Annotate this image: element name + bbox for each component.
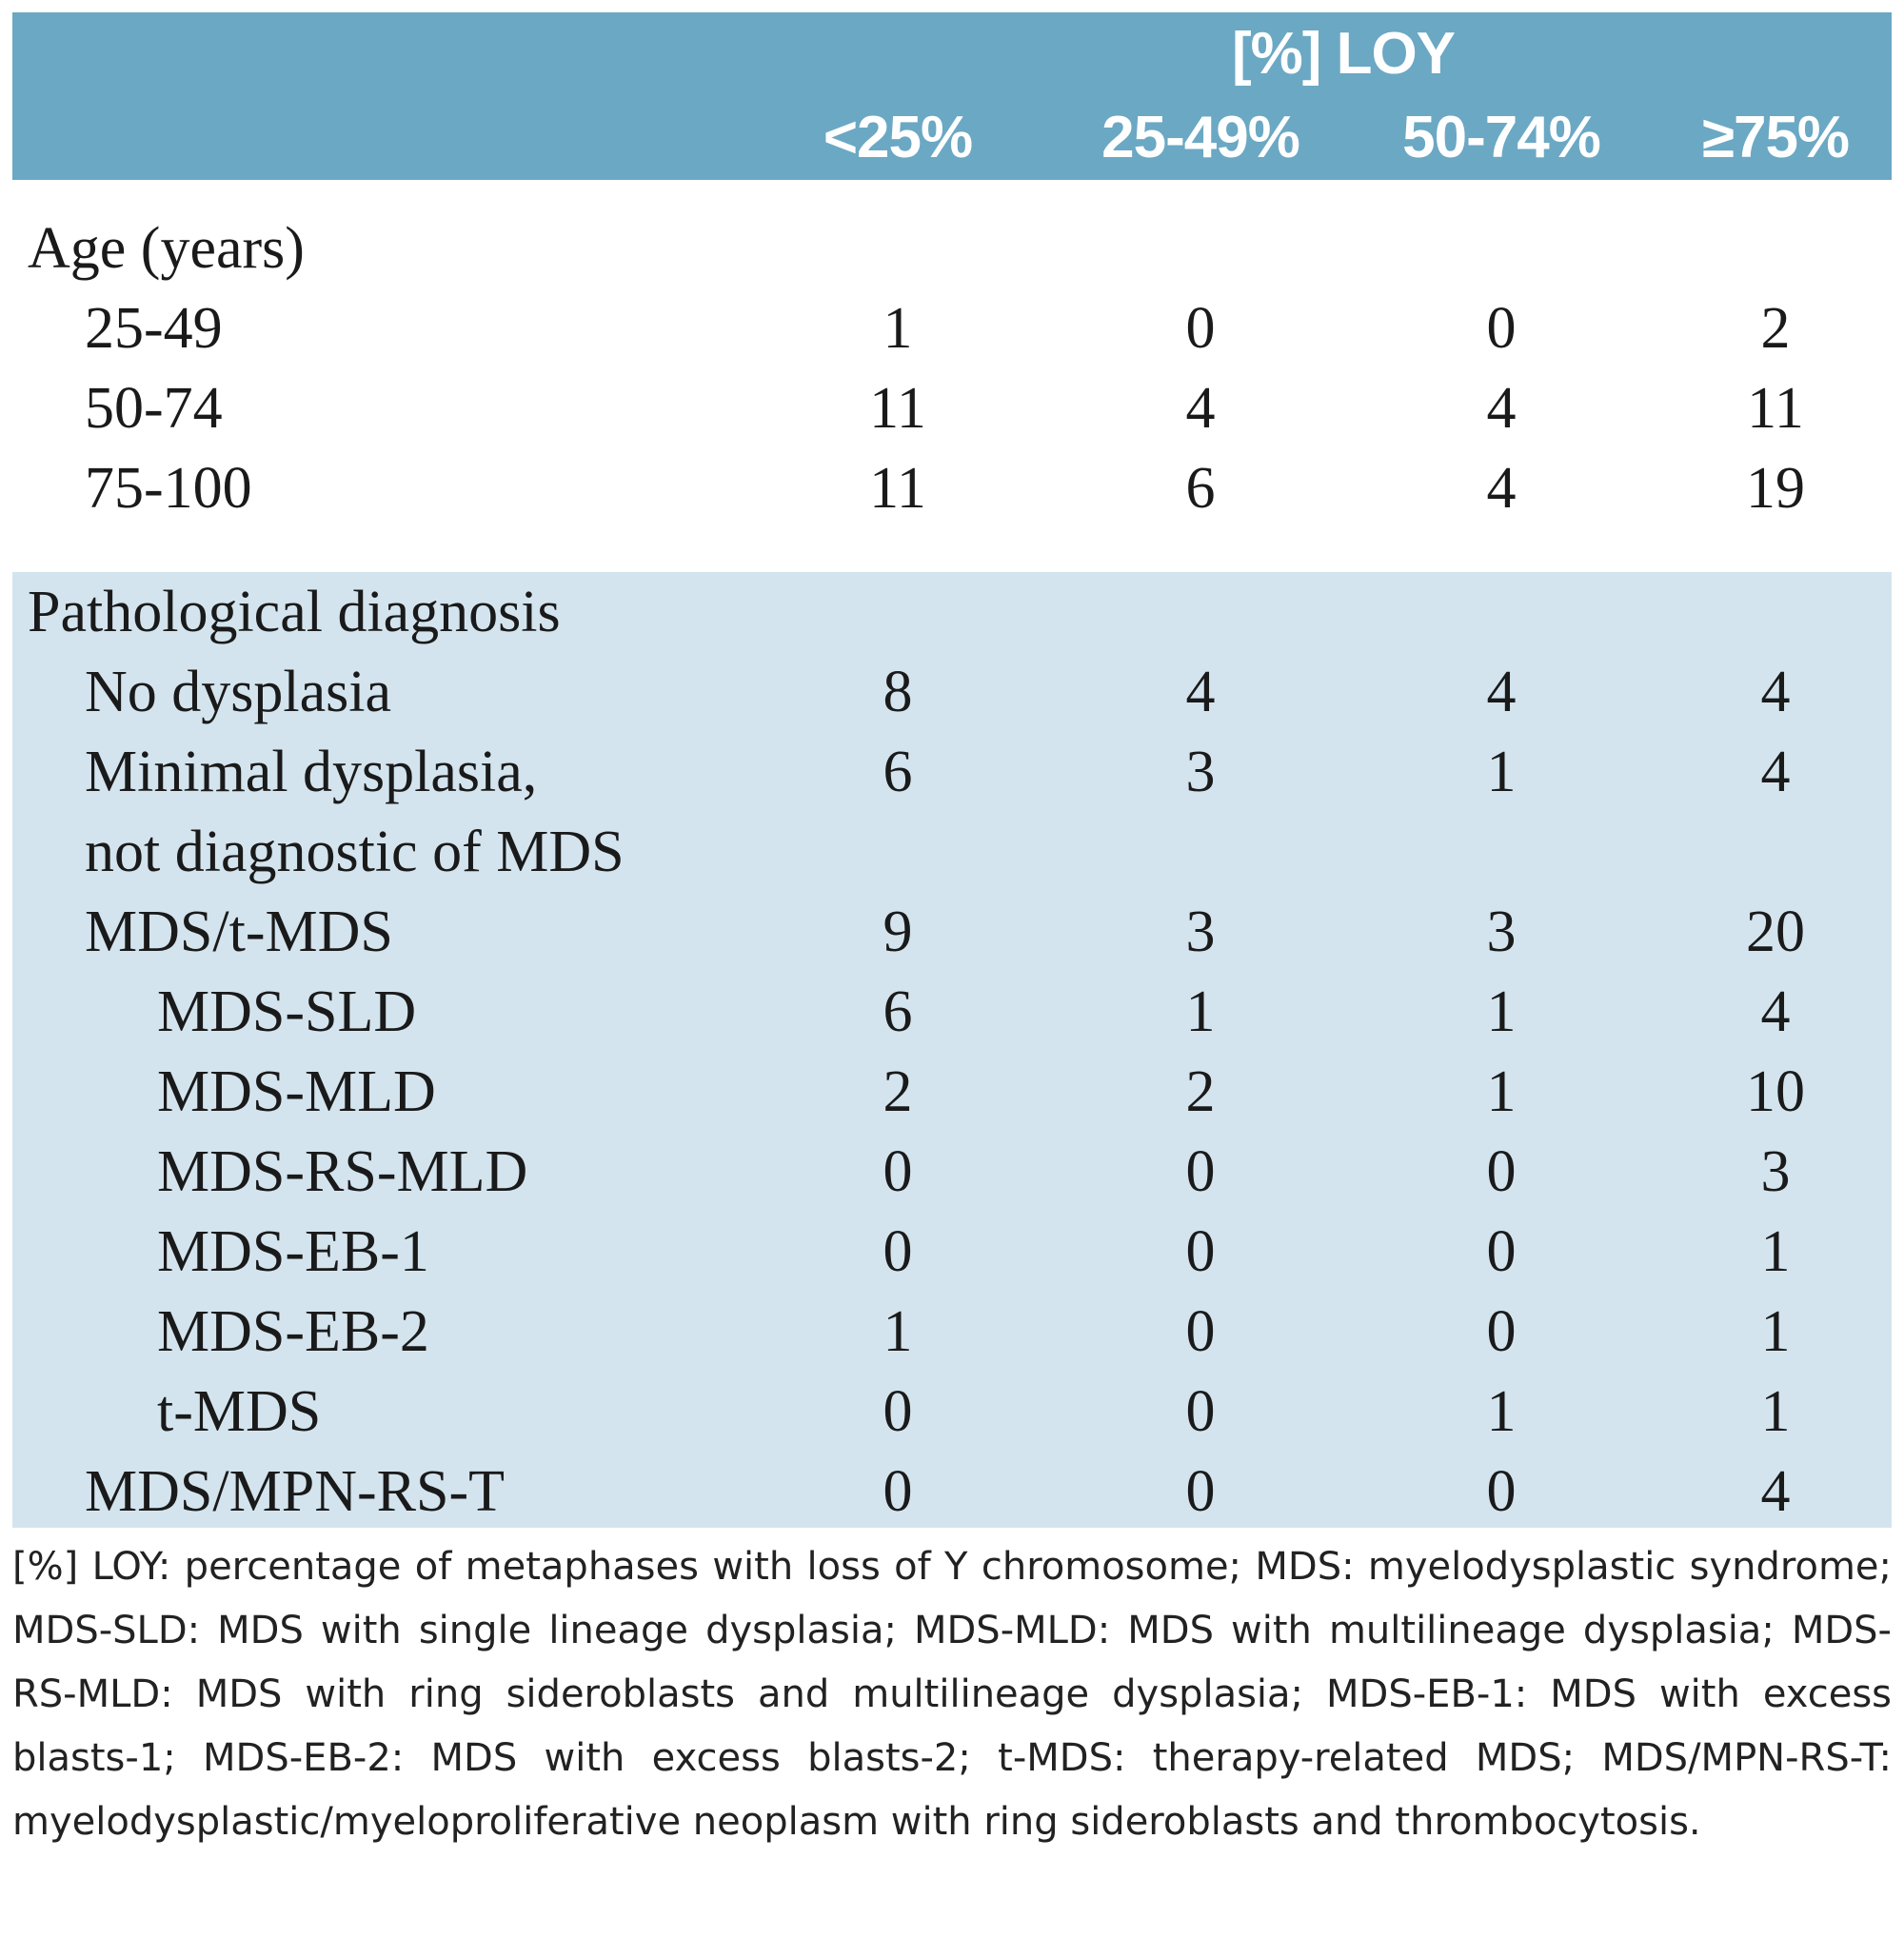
row-label: MDS-EB-1	[157, 1219, 429, 1284]
cell-value: 0	[1185, 296, 1216, 361]
table-footnote: [%] LOY: percentage of metaphases with l…	[12, 1545, 1892, 1844]
cell-value: 3	[1486, 900, 1517, 964]
age-section-title: Age (years)	[28, 216, 305, 281]
column-header-50-74: 50-74%	[1402, 105, 1601, 170]
loy-spanning-header: [%] LOY	[1231, 21, 1456, 87]
cell-value: 0	[1185, 1379, 1216, 1444]
row-label: t-MDS	[157, 1379, 322, 1444]
cell-value: 2	[1760, 296, 1791, 361]
cell-value: 1	[1760, 1299, 1791, 1364]
table-row: MDS/t-MDS 9 3 3 20	[12, 892, 1892, 972]
cell-value: 1	[1760, 1219, 1791, 1284]
cell-value: 1	[1486, 740, 1517, 804]
cell-value: 0	[1185, 1139, 1216, 1204]
row-label: Minimal dysplasia,	[85, 740, 538, 804]
table-row: MDS-RS-MLD 0 0 0 3	[12, 1132, 1892, 1212]
cell-value: 1	[1486, 1379, 1517, 1444]
cell-value: 0	[883, 1219, 913, 1284]
table-row: MDS/MPN-RS-T 0 0 0 4	[12, 1452, 1892, 1532]
cell-value: 0	[1185, 1219, 1216, 1284]
table-row: MDS-EB-2 1 0 0 1	[12, 1292, 1892, 1372]
loy-table: [%] LOY <25% 25-49% 50-74% ≥75% Age (yea…	[12, 12, 1892, 1844]
cell-value: 11	[869, 376, 926, 441]
row-label: MDS-RS-MLD	[157, 1139, 528, 1204]
cell-value: 4	[1760, 660, 1791, 724]
age-section: Age (years) 25-49 1 0 0 2 50-74 11 4 4 1…	[12, 180, 1892, 572]
cell-value: 1	[883, 1299, 913, 1364]
row-label-continuation: not diagnostic of MDS	[85, 820, 625, 884]
row-label: MDS-MLD	[157, 1059, 436, 1124]
cell-value: 4	[1760, 979, 1791, 1044]
cell-value: 6	[883, 740, 913, 804]
cell-value: 11	[1747, 376, 1804, 441]
cell-value: 3	[1185, 900, 1216, 964]
table-row: No dysplasia 8 4 4 4	[12, 652, 1892, 732]
section-title-row: Pathological diagnosis	[12, 572, 1892, 652]
row-label: MDS/MPN-RS-T	[85, 1459, 505, 1524]
cell-value: 1	[883, 296, 913, 361]
cell-value: 11	[869, 456, 926, 521]
cell-value: 0	[1486, 1139, 1517, 1204]
pathology-section: Pathological diagnosis No dysplasia 8 4 …	[12, 572, 1892, 1528]
cell-value: 0	[1486, 1219, 1517, 1284]
table-row: 25-49 1 0 0 2	[12, 288, 1892, 368]
row-label: No dysplasia	[85, 660, 392, 724]
cell-value: 8	[883, 660, 913, 724]
column-header-ge75: ≥75%	[1701, 105, 1850, 170]
cell-value: 3	[1760, 1139, 1791, 1204]
table-header: [%] LOY <25% 25-49% 50-74% ≥75%	[12, 12, 1892, 180]
table-row: MDS-MLD 2 2 1 10	[12, 1052, 1892, 1132]
cell-value: 2	[883, 1059, 913, 1124]
column-header-lt25: <25%	[823, 105, 973, 170]
cell-value: 1	[1185, 979, 1216, 1044]
row-label: MDS/t-MDS	[85, 900, 393, 964]
table-row: Minimal dysplasia, 6 3 1 4	[12, 732, 1892, 812]
cell-value: 3	[1185, 740, 1216, 804]
row-label: MDS-SLD	[157, 979, 417, 1044]
cell-value: 0	[1486, 296, 1517, 361]
cell-value: 4	[1486, 660, 1517, 724]
cell-value: 1	[1760, 1379, 1791, 1444]
section-title-row: Age (years)	[12, 208, 1892, 288]
table-row: MDS-SLD 6 1 1 4	[12, 972, 1892, 1052]
row-label: MDS-EB-2	[157, 1299, 429, 1364]
table-row-continuation: not diagnostic of MDS	[12, 812, 1892, 892]
cell-value: 4	[1760, 1459, 1791, 1524]
cell-value: 4	[1185, 376, 1216, 441]
cell-value: 9	[883, 900, 913, 964]
cell-value: 19	[1746, 456, 1805, 521]
cell-value: 4	[1486, 376, 1517, 441]
row-label: 25-49	[85, 296, 223, 361]
cell-value: 0	[883, 1459, 913, 1524]
cell-value: 1	[1486, 979, 1517, 1044]
cell-value: 20	[1746, 900, 1805, 964]
table-row: MDS-EB-1 0 0 0 1	[12, 1212, 1892, 1292]
cell-value: 4	[1760, 740, 1791, 804]
cell-value: 0	[1486, 1459, 1517, 1524]
row-label: 50-74	[85, 376, 223, 441]
cell-value: 4	[1486, 456, 1517, 521]
row-label: 75-100	[85, 456, 252, 521]
cell-value: 0	[883, 1139, 913, 1204]
cell-value: 0	[883, 1379, 913, 1444]
table-row: 75-100 11 6 4 19	[12, 448, 1892, 528]
cell-value: 6	[883, 979, 913, 1044]
pathology-section-title: Pathological diagnosis	[28, 580, 561, 644]
column-header-25-49: 25-49%	[1101, 105, 1300, 170]
table-row: t-MDS 0 0 1 1	[12, 1372, 1892, 1452]
cell-value: 0	[1185, 1459, 1216, 1524]
table-row: 50-74 11 4 4 11	[12, 368, 1892, 448]
cell-value: 2	[1185, 1059, 1216, 1124]
cell-value: 6	[1185, 456, 1216, 521]
cell-value: 1	[1486, 1059, 1517, 1124]
cell-value: 0	[1185, 1299, 1216, 1364]
cell-value: 0	[1486, 1299, 1517, 1364]
cell-value: 4	[1185, 660, 1216, 724]
cell-value: 10	[1746, 1059, 1805, 1124]
